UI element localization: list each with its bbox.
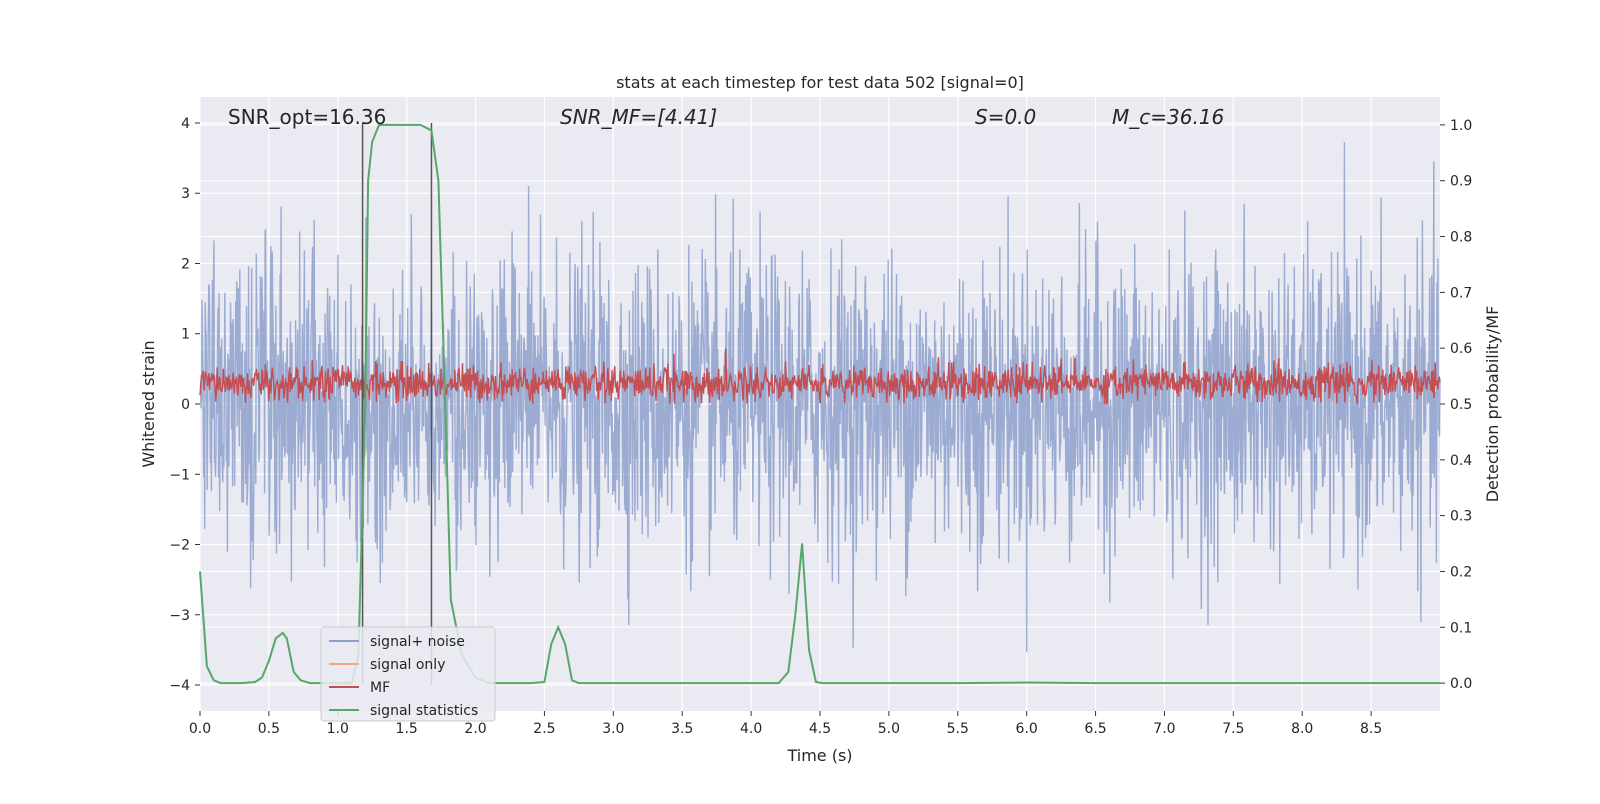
legend: signal+ noise signal only MF signal statist… (320, 626, 496, 722)
y-left-tick-label: 0 (181, 397, 190, 413)
x-axis-label: Time (s) (786, 746, 852, 765)
y-right-tick-label: 0.0 (1450, 676, 1472, 692)
y-left-tick-label: 1 (181, 327, 190, 343)
annotations: SNR_opt=16.36 SNR_MF=[4.41] S=0.0 M_c=36… (228, 105, 1224, 129)
axes: 0.0 0.5 1.0 1.5 2.0 2.5 3.0 3.5 4.0 4.5 5.0 5.5 6.0 6… (169, 116, 1472, 737)
series-signal-noise (199, 142, 1441, 653)
legend-box (320, 626, 496, 722)
x-tick-label: 6.5 (1084, 721, 1106, 737)
x-tick-label: 3.5 (671, 721, 693, 737)
x-tick-label: 7.5 (1222, 721, 1244, 737)
y-left-tick-label: −4 (169, 678, 190, 694)
x-tick-label: 1.0 (327, 721, 349, 737)
y-right-tick-label: 0.8 (1450, 230, 1472, 246)
y-left-tick-label: −3 (169, 608, 190, 624)
x-tick-label: 0.5 (258, 721, 280, 737)
x-tick-label: 1.5 (396, 721, 418, 737)
x-tick-label: 0.0 (189, 721, 211, 737)
y-axis-label-right: Detection probability/MF (1483, 306, 1502, 503)
x-tick-label: 2.0 (464, 721, 486, 737)
x-tick-label: 8.5 (1360, 721, 1382, 737)
vertical-markers (361, 122, 433, 686)
annotation-snr-opt: SNR_opt=16.36 (228, 105, 386, 129)
series-mf (199, 348, 1441, 406)
x-tick-label: 5.0 (878, 721, 900, 737)
y-right-tick-label: 0.6 (1450, 341, 1472, 357)
x-tick-label: 6.0 (1016, 721, 1038, 737)
y-right-tick-label: 0.7 (1450, 285, 1472, 301)
y-right-tick-label: 0.2 (1450, 564, 1472, 580)
x-tick-label: 4.5 (809, 721, 831, 737)
signal-noise-line (199, 142, 1441, 653)
x-tick-label: 8.0 (1291, 721, 1313, 737)
annotation-s: S=0.0 (975, 105, 1036, 129)
mf-line (199, 348, 1441, 406)
y-axis-label-left: Whitened strain (139, 340, 158, 467)
y-right-tick-label: 1.0 (1450, 118, 1472, 134)
annotation-snr-mf: SNR_MF=[4.41] (560, 105, 717, 129)
x-tick-label: 7.0 (1153, 721, 1175, 737)
legend-label: MF (370, 680, 390, 696)
legend-label: signal+ noise (370, 634, 465, 650)
legend-label: signal only (370, 657, 445, 673)
y-left-tick-label: 3 (181, 186, 190, 202)
y-right-tick-label: 0.9 (1450, 174, 1472, 190)
chart-title: stats at each timestep for test data 502… (616, 73, 1024, 92)
legend-label: signal statistics (370, 703, 478, 719)
x-tick-label: 5.5 (947, 721, 969, 737)
annotation-mc: M_c=36.16 (1112, 105, 1224, 129)
x-tick-label: 2.5 (533, 721, 555, 737)
y-right-tick-label: 0.3 (1450, 509, 1472, 525)
y-right-tick-label: 0.4 (1450, 453, 1472, 469)
x-tick-label: 4.0 (740, 721, 762, 737)
y-right-tick-label: 0.1 (1450, 620, 1472, 636)
y-left-tick-label: 4 (181, 116, 190, 132)
x-tick-label: 3.0 (602, 721, 624, 737)
y-left-tick-label: −2 (169, 538, 190, 554)
y-left-tick-label: −1 (169, 467, 190, 483)
y-right-tick-label: 0.5 (1450, 397, 1472, 413)
y-left-tick-label: 2 (181, 256, 190, 272)
